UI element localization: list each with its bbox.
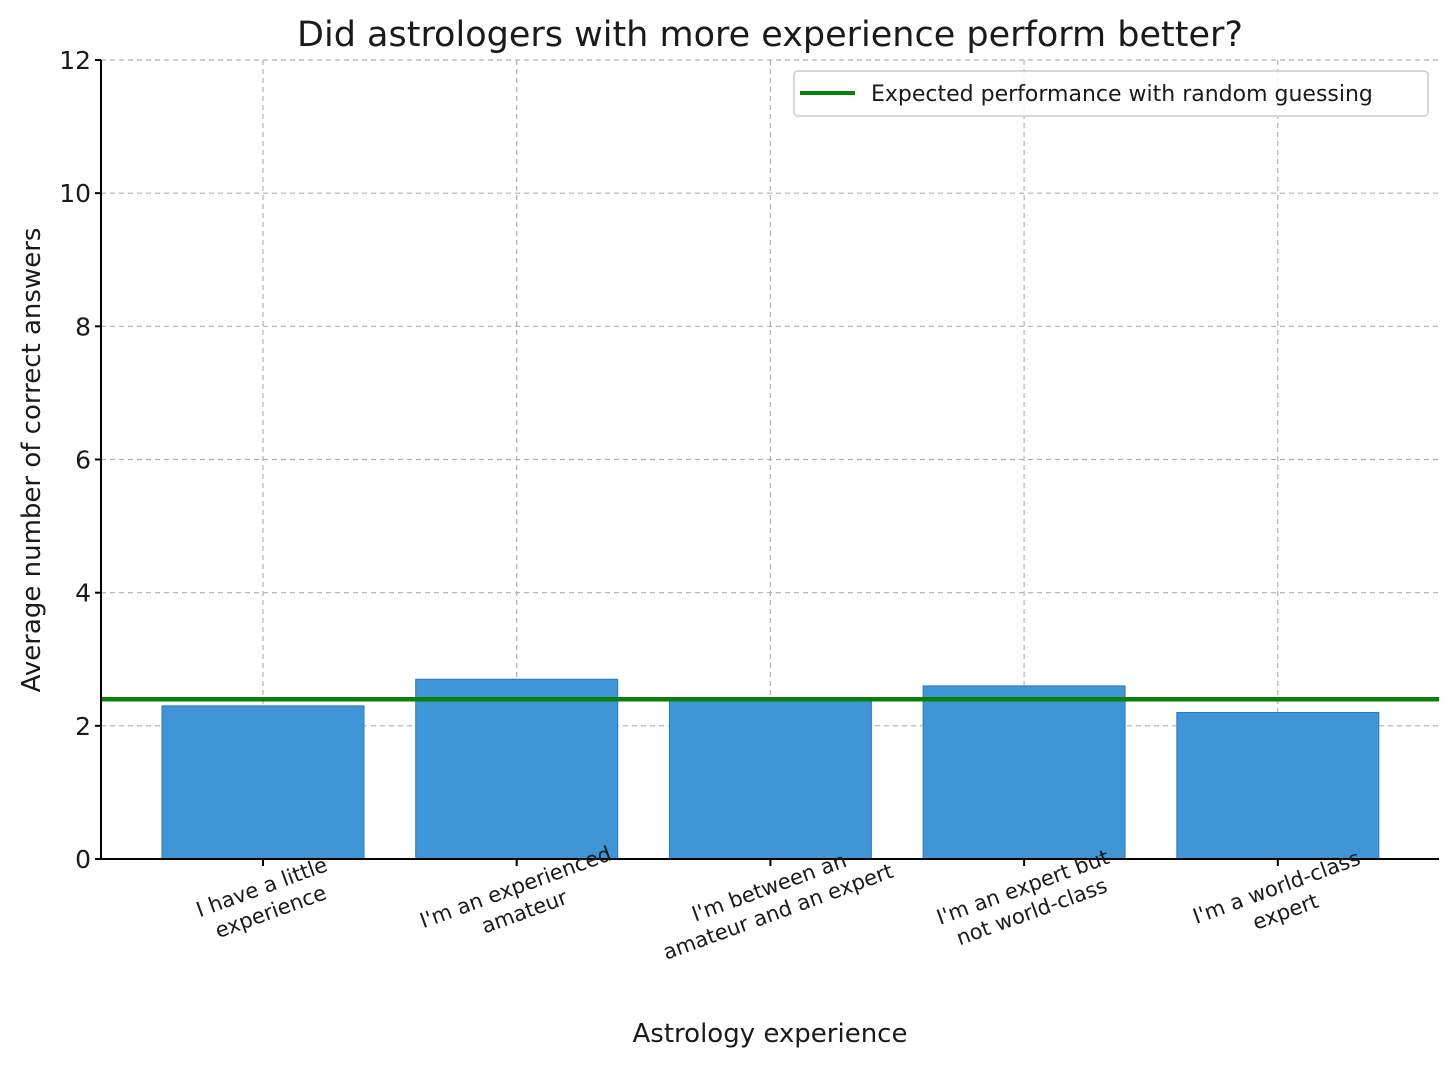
- x-axis-title: Astrology experience: [633, 1019, 908, 1049]
- y-tick-label: 10: [59, 179, 91, 208]
- bar-4: [922, 685, 1126, 860]
- bar-3: [668, 698, 872, 860]
- x-tick-label: I have a littleexperience: [193, 853, 339, 947]
- bar-5: [1176, 712, 1380, 860]
- x-tick-label: I'm an expert butnot world-class: [933, 845, 1121, 954]
- y-tick-labels: 0 2 4 6 8 10 12: [59, 46, 91, 874]
- legend: Expected performance with random guessin…: [793, 70, 1429, 117]
- x-tick-label: I'm a world-classexpert: [1190, 846, 1373, 953]
- chart-title: Did astrologers with more experience per…: [297, 15, 1243, 55]
- y-tick-label: 6: [75, 446, 91, 475]
- y-tick-label: 2: [75, 712, 91, 741]
- bar-2: [415, 678, 619, 860]
- bar-1: [161, 705, 365, 860]
- legend-label: Expected performance with random guessin…: [871, 82, 1373, 107]
- bars: [161, 678, 1380, 860]
- y-tick-label: 12: [59, 46, 91, 75]
- axes: [95, 59, 1439, 866]
- legend-box: [793, 70, 1429, 117]
- y-tick-label: 8: [75, 312, 91, 341]
- y-axis-title: Average number of correct answers: [17, 228, 47, 693]
- y-tick-label: 4: [75, 579, 91, 608]
- y-tick-label: 0: [75, 845, 91, 874]
